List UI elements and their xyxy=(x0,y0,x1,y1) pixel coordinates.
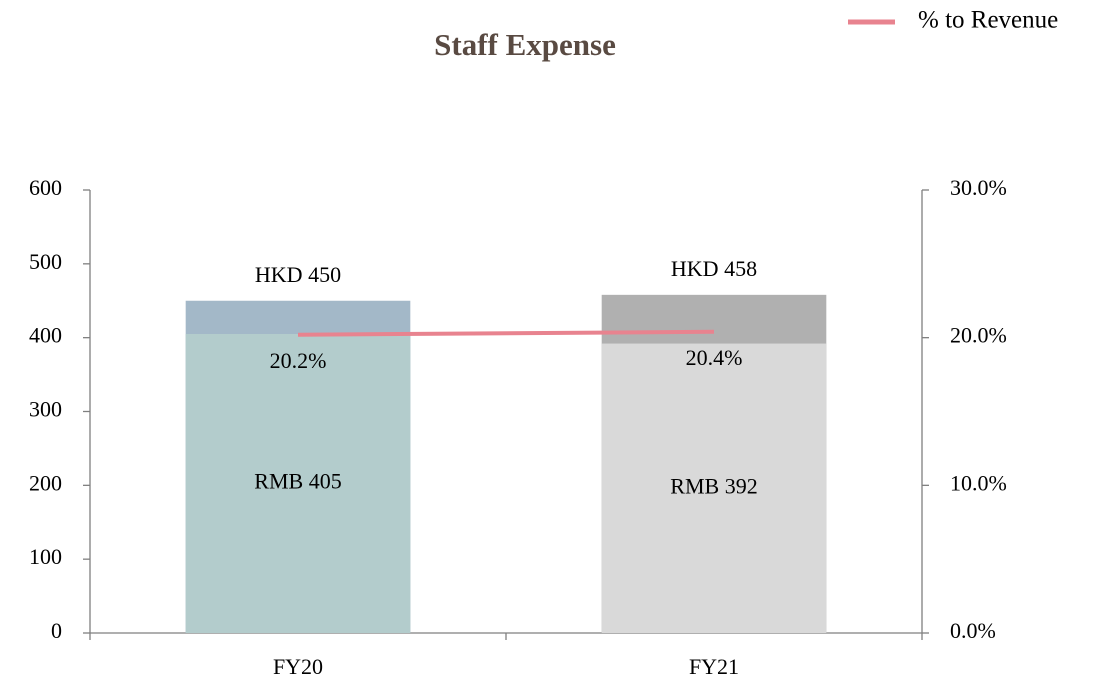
data-label: RMB 405 xyxy=(254,469,341,494)
line xyxy=(297,329,715,337)
y-tick-label: 200 xyxy=(29,470,62,495)
bar xyxy=(185,333,411,633)
data-label: RMB 392 xyxy=(670,473,757,498)
chart-title: Staff Expense xyxy=(434,27,616,62)
data-label: HKD 458 xyxy=(671,256,757,281)
x-tick-label: FY21 xyxy=(689,654,739,679)
y2-tick-label: 0.0% xyxy=(950,618,996,643)
data-label: HKD 450 xyxy=(255,262,341,287)
data-label: 20.4% xyxy=(686,345,743,370)
bar xyxy=(601,343,827,633)
y-tick-label: 0 xyxy=(51,618,62,643)
y-tick-label: 300 xyxy=(29,397,62,422)
y-tick-label: 600 xyxy=(29,175,62,200)
y2-tick-label: 30.0% xyxy=(950,175,1007,200)
data-label: 20.2% xyxy=(270,348,327,373)
y-tick-label: 500 xyxy=(29,249,62,274)
y-tick-label: 100 xyxy=(29,544,62,569)
x-tick-label: FY20 xyxy=(273,654,323,679)
y-tick-label: 400 xyxy=(29,323,62,348)
legend-label: % to Revenue xyxy=(918,7,1058,34)
y2-tick-label: 10.0% xyxy=(950,470,1007,495)
y2-tick-label: 20.0% xyxy=(950,323,1007,348)
